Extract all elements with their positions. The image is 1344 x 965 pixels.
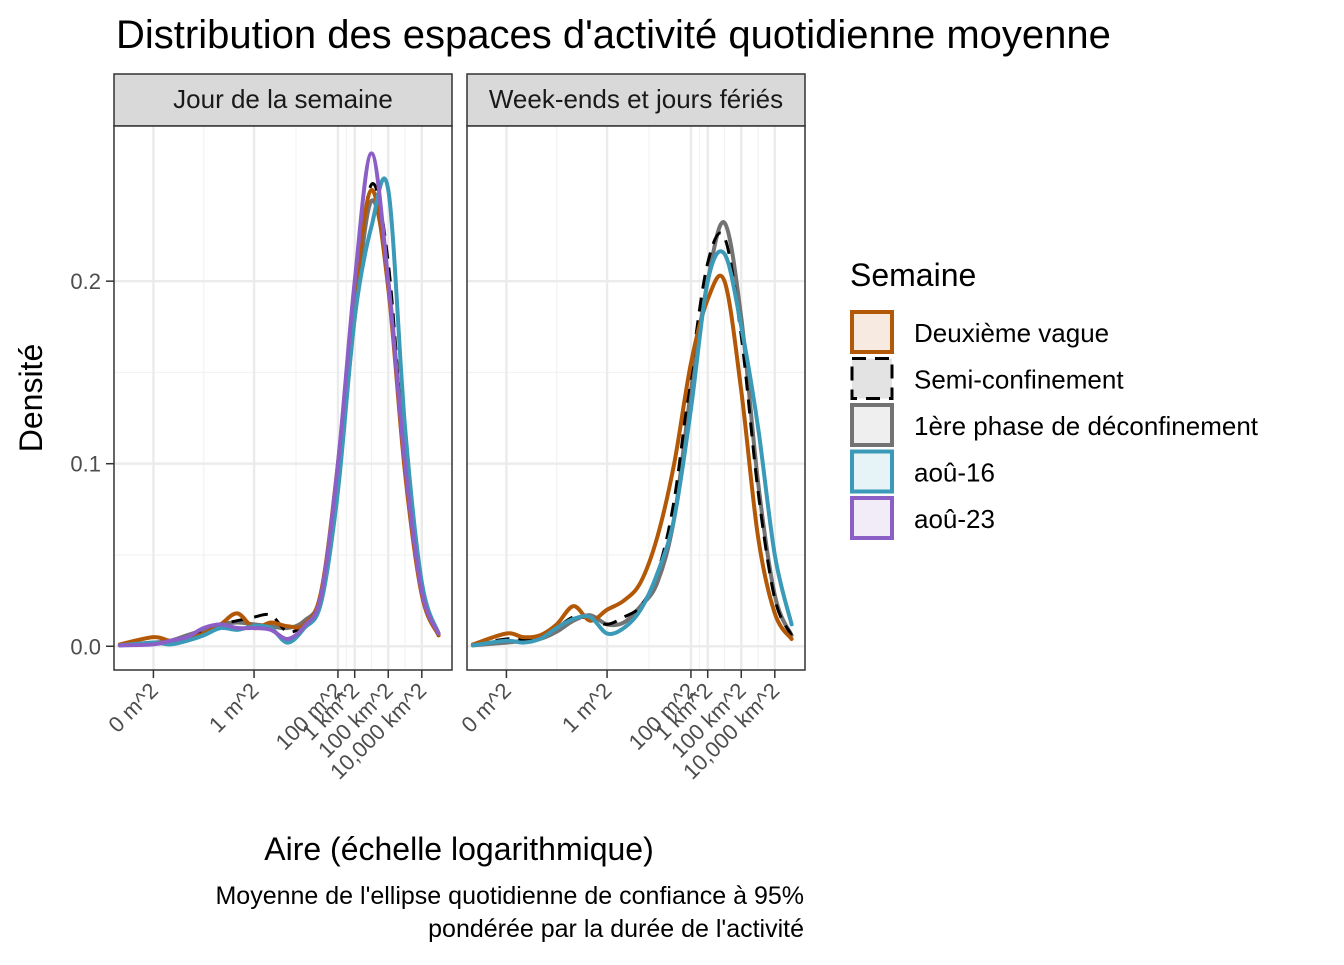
panel-border xyxy=(113,125,453,671)
legend-key-aou-16 xyxy=(850,449,894,494)
y-tick-label: 0.0 xyxy=(70,634,101,659)
x-tick-label: 0 m^2 xyxy=(103,678,163,738)
legend-label: aoû-16 xyxy=(914,458,995,488)
legend-label: Deuxième vague xyxy=(914,318,1109,348)
legend-label: aoû-23 xyxy=(914,504,995,534)
density-line-aou-16 xyxy=(470,249,794,648)
panel-border xyxy=(466,125,806,671)
chart-title: Distribution des espaces d'activité quot… xyxy=(116,13,1111,57)
legend-key-deuxieme-vague xyxy=(850,310,894,354)
legend-item-1ere-phase-de-deconfinement: 1ère phase de déconfinement xyxy=(850,403,1259,447)
y-tick-label: 0.2 xyxy=(70,269,101,294)
legend-label: Semi-confinement xyxy=(914,365,1124,395)
legend-key-aou-23 xyxy=(850,496,894,540)
legend-item-deuxieme-vague: Deuxième vague xyxy=(850,310,1109,354)
density-line-aou-23 xyxy=(117,151,441,648)
facet-panel-weekday: Jour de la semaine 0 m^2 1 m^2 100 m^21 km… xyxy=(103,73,453,784)
panel-density-lines xyxy=(470,220,794,648)
legend-item-semi-confinement: Semi-confinement xyxy=(850,357,1124,400)
facet-strip-label: Jour de la semaine xyxy=(173,84,393,114)
facet-panel-weekend: Week-ends et jours fériés 0 m^2 1 m^2 100 … xyxy=(456,73,806,784)
facet-strip-label: Week-ends et jours fériés xyxy=(489,84,783,114)
x-axis-title: Aire (échelle logarithmique) xyxy=(264,831,654,867)
legend-item-aou-23: aoû-23 xyxy=(850,496,995,540)
caption-line-1: Moyenne de l'ellipse quotidienne de conf… xyxy=(215,882,804,910)
x-tick-label: 1 m^2 xyxy=(204,678,264,738)
y-axis-title: Densité xyxy=(13,344,49,453)
legend-key-semi-confinement xyxy=(850,357,894,400)
panel-background xyxy=(114,126,452,670)
legend-label: 1ère phase de déconfinement xyxy=(914,411,1259,441)
facet-strip-weekday xyxy=(113,73,453,127)
y-tick-label: 0.1 xyxy=(70,452,101,477)
panel-grid xyxy=(114,126,452,670)
panel-density-lines xyxy=(117,151,441,648)
x-tick-label: 0 m^2 xyxy=(456,678,516,738)
legend-items: Deuxième vague Semi-confinement 1ère phase… xyxy=(850,310,1259,540)
legend-item-aou-16: aoû-16 xyxy=(850,449,995,494)
legend-key-1ere-phase-de-deconfinement xyxy=(850,403,894,447)
x-tick-label: 1 m^2 xyxy=(557,678,617,738)
caption-line-2: pondérée par la durée de l'activité xyxy=(428,915,804,943)
y-axis: 0.0 0.1 0.2 xyxy=(70,269,114,659)
density-line-deuxieme-vague xyxy=(470,273,794,647)
facet-strip-weekend xyxy=(466,73,806,127)
legend: Semaine Deuxième vague Semi-confinement 1è… xyxy=(850,257,1259,540)
legend-title: Semaine xyxy=(850,257,976,293)
